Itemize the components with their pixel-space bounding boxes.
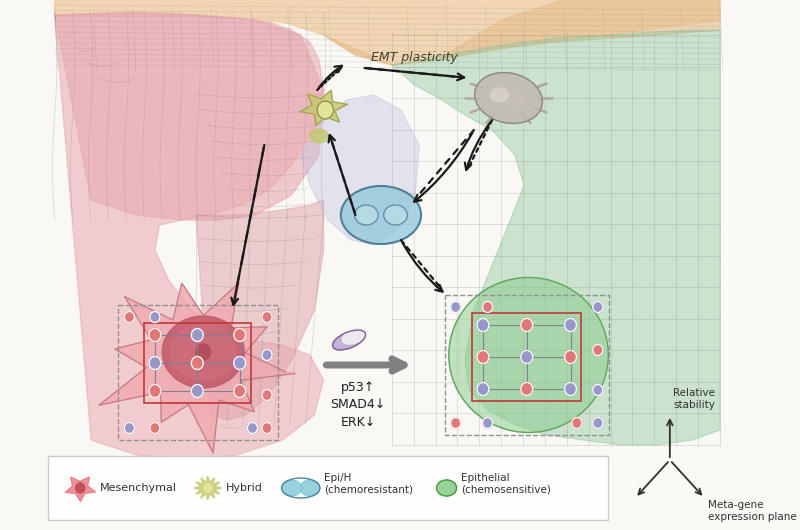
Circle shape [477,383,489,395]
Circle shape [593,302,603,313]
Polygon shape [392,30,720,445]
Polygon shape [65,477,95,501]
Circle shape [191,329,203,341]
Text: SMAD4↓: SMAD4↓ [330,399,386,411]
Text: ERK↓: ERK↓ [341,416,376,428]
Ellipse shape [300,480,320,496]
Text: EMT plasticity: EMT plasticity [371,51,458,65]
Circle shape [482,418,493,428]
Circle shape [521,319,533,331]
Circle shape [247,422,258,434]
Circle shape [149,329,161,341]
Circle shape [149,357,161,369]
Text: Hybrid: Hybrid [226,483,263,493]
Circle shape [565,350,577,364]
Ellipse shape [437,480,457,496]
Circle shape [234,329,246,341]
Polygon shape [196,200,323,420]
Text: Epi/H
(chemoresistant): Epi/H (chemoresistant) [325,473,414,495]
Circle shape [450,302,461,313]
Polygon shape [301,95,419,245]
Circle shape [317,101,334,119]
Ellipse shape [310,129,328,143]
FancyBboxPatch shape [48,456,608,520]
Circle shape [262,390,272,401]
Circle shape [511,93,524,107]
Circle shape [191,357,203,369]
Text: p53↑: p53↑ [341,382,375,394]
Circle shape [150,422,160,434]
Circle shape [191,384,203,398]
Polygon shape [54,0,720,65]
Circle shape [482,302,493,313]
Ellipse shape [342,328,366,344]
Ellipse shape [162,316,244,388]
Ellipse shape [341,186,421,244]
Ellipse shape [333,330,366,350]
Ellipse shape [490,88,509,102]
Circle shape [124,422,134,434]
Circle shape [262,312,272,322]
Circle shape [565,383,577,395]
Polygon shape [194,476,222,500]
Circle shape [521,383,533,395]
Ellipse shape [474,73,542,123]
Circle shape [76,483,85,493]
Polygon shape [300,90,347,126]
Ellipse shape [170,324,236,380]
Circle shape [124,312,134,322]
Ellipse shape [282,480,302,496]
Circle shape [196,344,210,360]
Polygon shape [323,0,720,65]
Circle shape [149,384,161,398]
Circle shape [593,384,603,395]
Circle shape [262,422,272,434]
Polygon shape [99,283,295,453]
Circle shape [593,418,603,428]
Ellipse shape [384,205,407,225]
Circle shape [521,350,533,364]
Circle shape [572,418,582,428]
Text: Epithelial
(chemosensitive): Epithelial (chemosensitive) [461,473,551,495]
Text: Mesenchymal: Mesenchymal [100,483,178,493]
Circle shape [477,319,489,331]
Polygon shape [54,13,323,460]
Circle shape [593,344,603,356]
Polygon shape [54,12,323,220]
Circle shape [234,357,246,369]
Circle shape [150,312,160,322]
Circle shape [477,350,489,364]
Circle shape [204,484,211,492]
Text: Relative
stability: Relative stability [674,387,715,410]
Circle shape [450,418,461,428]
Circle shape [565,319,577,331]
Circle shape [234,384,246,398]
Circle shape [262,349,272,360]
Ellipse shape [354,205,378,225]
Text: Meta-gene
expression plane: Meta-gene expression plane [708,500,797,522]
Ellipse shape [449,278,608,432]
